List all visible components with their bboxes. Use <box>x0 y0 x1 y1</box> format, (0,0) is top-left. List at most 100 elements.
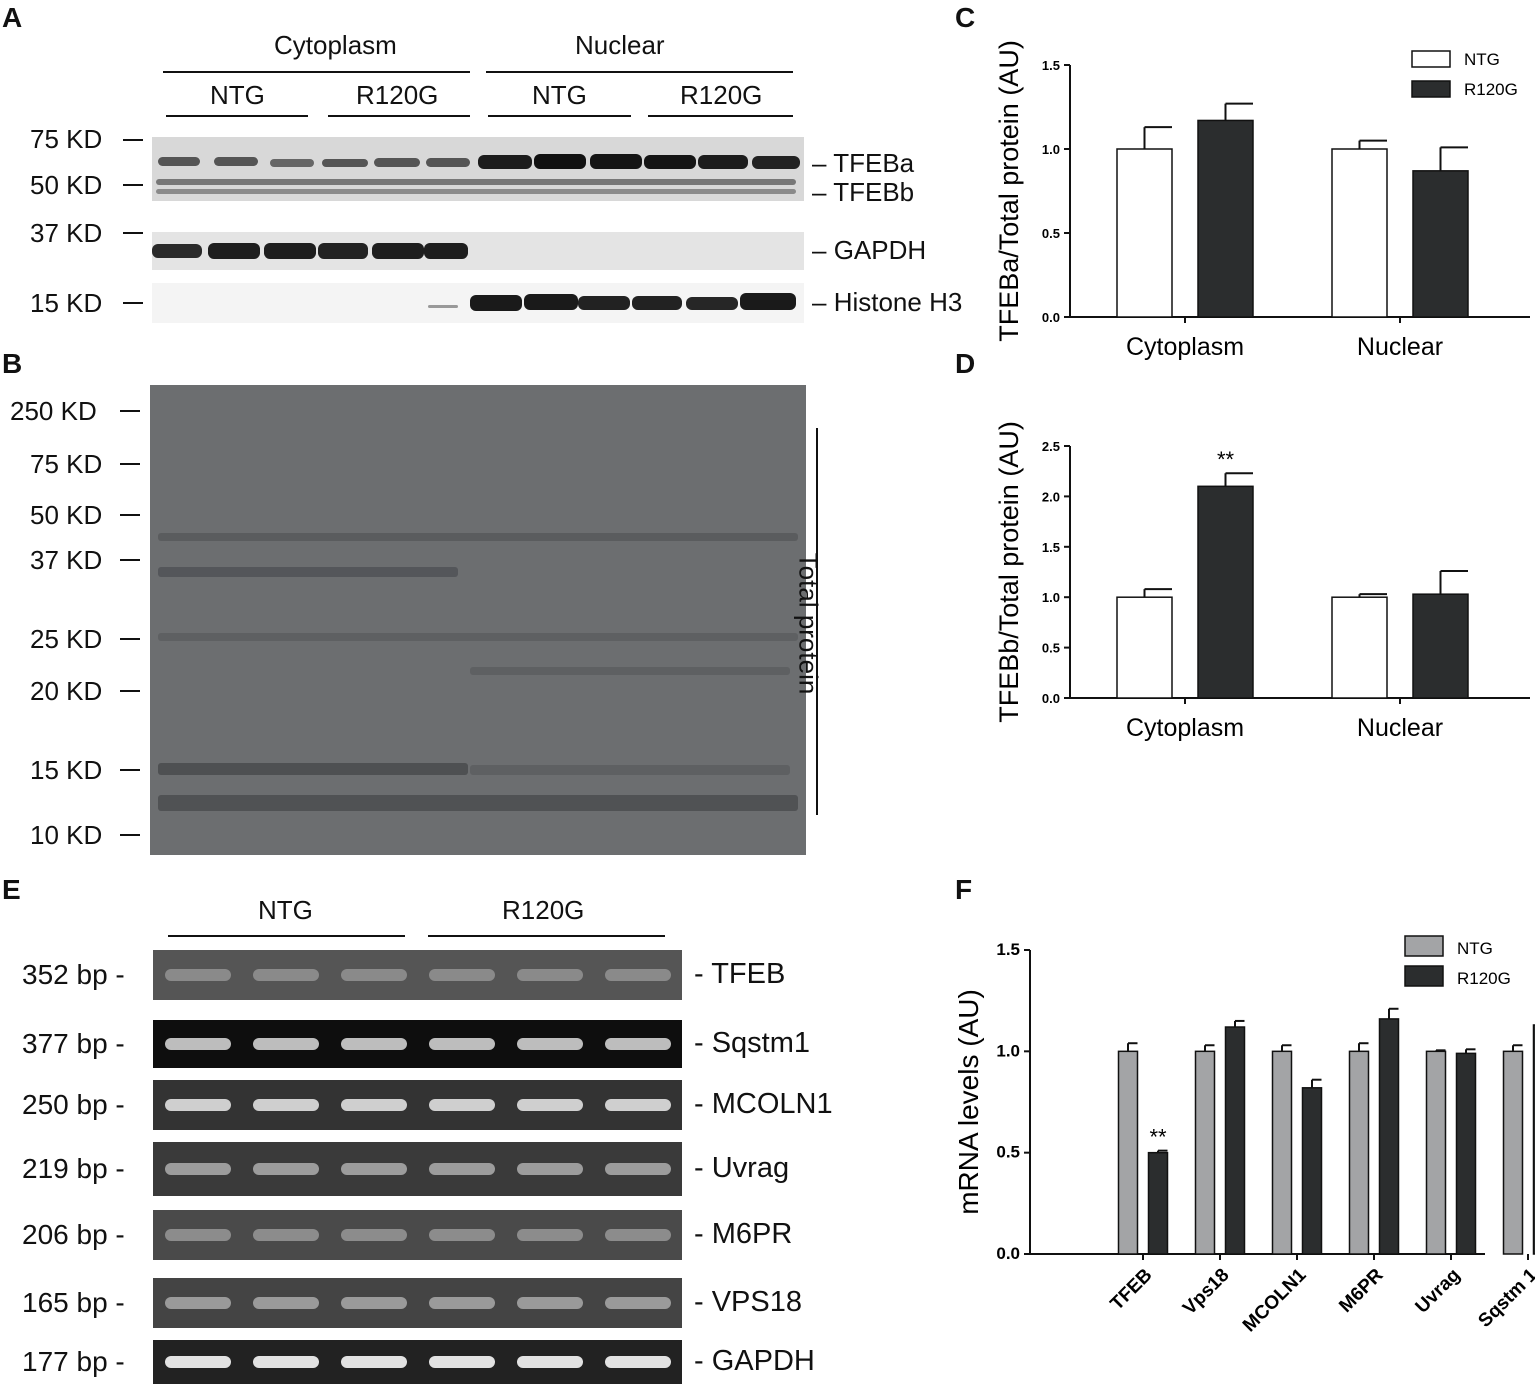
y-tick-label: 1.5 <box>1042 540 1060 555</box>
y-tick-label: 1.0 <box>996 1041 1020 1060</box>
category-label: Cytoplasm <box>1126 714 1244 742</box>
band <box>270 159 314 167</box>
marker-tick <box>123 302 143 304</box>
band <box>524 294 578 310</box>
bar <box>1455 1052 1477 1255</box>
pcr-band <box>253 1163 319 1175</box>
band-name-gapdh: GAPDH <box>833 235 927 265</box>
band <box>372 243 424 259</box>
bar <box>1197 119 1254 318</box>
band <box>534 154 586 169</box>
bar <box>1425 1050 1447 1255</box>
pcr-band <box>429 1229 495 1241</box>
pcr-band <box>517 1038 583 1050</box>
pcr-gel <box>153 1020 682 1068</box>
band <box>156 189 796 194</box>
pcr-band <box>253 1099 319 1111</box>
significance-label: ** <box>1149 1125 1167 1150</box>
pcr-band <box>253 1229 319 1241</box>
bar <box>1194 1050 1216 1255</box>
pcr-band <box>517 1229 583 1241</box>
band <box>632 296 682 310</box>
pcr-gene-label: - Uvrag <box>694 1152 790 1184</box>
pcr-band <box>605 969 671 981</box>
pcr-gene-label: - VPS18 <box>694 1286 802 1318</box>
marker-b-20kd: 20 KD <box>30 676 103 706</box>
pcr-band <box>165 969 231 981</box>
bar <box>1331 596 1388 699</box>
pcr-band <box>341 1099 407 1111</box>
bar <box>1331 148 1388 318</box>
pcr-band <box>165 1356 231 1368</box>
y-tick-label: 1.0 <box>1042 590 1060 605</box>
r120g-nuc-bracket <box>648 115 793 117</box>
pcr-size-label: 377 bp - <box>22 1028 125 1059</box>
group-label-r120g-nuc: R120G <box>680 80 763 110</box>
band <box>428 305 458 308</box>
band-label-tfebb: – TFEBb <box>812 177 915 207</box>
y-tick-label: 0.0 <box>1042 310 1060 325</box>
band <box>424 243 468 259</box>
y-tick-label: 1.0 <box>1042 142 1060 157</box>
pcr-gene-label: - M6PR <box>694 1218 793 1250</box>
panel-letter-f: F <box>955 874 973 905</box>
category-label: Nuclear <box>1357 714 1443 742</box>
panel-letter-c: C <box>955 2 976 33</box>
chart-d: 0.0 0.5 1.0 1.5 2.0 2.5 TFEBb/Total protein (A… <box>994 421 1530 742</box>
band <box>740 293 796 310</box>
bar <box>1301 1087 1323 1255</box>
pcr-band <box>429 1163 495 1175</box>
marker-tick <box>123 232 143 234</box>
pcr-size-label: 250 bp - <box>22 1089 125 1120</box>
legend-swatch <box>1411 80 1451 98</box>
compartment-cytoplasm: Cytoplasm <box>274 30 397 60</box>
pcr-band <box>165 1038 231 1050</box>
marker-tick <box>120 769 140 771</box>
pcr-gene-label: - GAPDH <box>694 1345 815 1377</box>
band <box>264 243 316 259</box>
legend-swatch <box>1411 50 1451 68</box>
chart-c: 0.0 0.5 1.0 1.5 TFEBa/Total protein (AU) Cyto… <box>994 40 1530 361</box>
marker-tick <box>123 139 143 141</box>
marker-b-25kd: 25 KD <box>30 624 103 654</box>
pcr-gene-label: - TFEB <box>694 958 786 990</box>
band <box>158 633 798 641</box>
band <box>214 157 258 166</box>
bar <box>1412 593 1469 699</box>
bar <box>1502 1050 1524 1255</box>
bar <box>1271 1050 1293 1255</box>
bar <box>1412 170 1469 318</box>
pcr-size-label: 352 bp - <box>22 959 125 990</box>
legend-swatch <box>1404 965 1444 987</box>
pcr-size-label: 177 bp - <box>22 1346 125 1377</box>
marker-tick <box>120 463 140 465</box>
legend-label: NTG <box>1464 50 1500 69</box>
marker-b-250kd: 250 KD <box>10 396 97 426</box>
bar <box>1348 1050 1370 1255</box>
pcr-band <box>253 969 319 981</box>
category-label: Cytoplasm <box>1126 333 1244 361</box>
band <box>158 567 458 577</box>
ntg-bracket <box>168 935 405 937</box>
bar <box>1197 485 1254 699</box>
bar <box>1532 1024 1535 1255</box>
band <box>752 156 800 169</box>
pcr-band <box>165 1297 231 1309</box>
band-name-histone: Histone H3 <box>833 287 963 317</box>
ntg-cyto-bracket <box>166 115 308 117</box>
significance-label: ** <box>1217 447 1235 472</box>
marker-b-10kd: 10 KD <box>30 820 103 850</box>
bar <box>1117 1050 1139 1255</box>
marker-75kd: 75 KD <box>30 124 103 154</box>
pcr-band <box>165 1229 231 1241</box>
r120g-bracket <box>428 935 665 937</box>
bar <box>1147 1151 1169 1255</box>
bar <box>1116 148 1173 318</box>
pcr-size-label: 165 bp - <box>22 1287 125 1318</box>
marker-tick <box>120 638 140 640</box>
category-label: Nuclear <box>1357 333 1443 361</box>
band <box>158 795 798 811</box>
marker-b-75kd: 75 KD <box>30 449 103 479</box>
marker-tick <box>120 514 140 516</box>
